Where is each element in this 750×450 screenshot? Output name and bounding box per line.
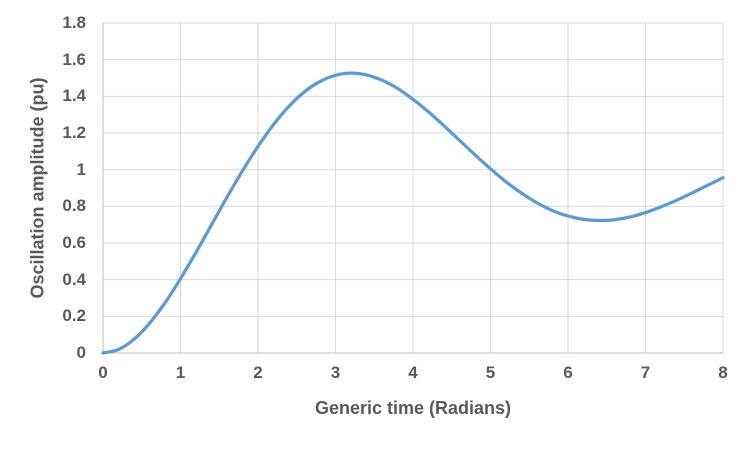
y-tick-label: 1 bbox=[76, 159, 86, 179]
series-line bbox=[101, 71, 725, 355]
y-axis-title: Oscillation amplitude (pu) bbox=[27, 77, 48, 299]
y-tick-label: 1.6 bbox=[62, 49, 86, 69]
y-tick-label: 1.2 bbox=[62, 123, 86, 142]
y-tick-label: 0.6 bbox=[62, 233, 86, 252]
y-tick-label: 0.4 bbox=[62, 269, 86, 289]
y-tick-label: 0.2 bbox=[62, 306, 86, 326]
y-tick-label: 1.4 bbox=[62, 86, 86, 106]
x-tick-label: 3 bbox=[330, 363, 341, 382]
x-tick-label: 7 bbox=[640, 363, 651, 382]
x-tick-label: 8 bbox=[718, 363, 728, 382]
x-axis-title: Generic time (Radians) bbox=[314, 398, 512, 418]
x-tick-label: 6 bbox=[563, 363, 573, 382]
y-tick-label: 0.8 bbox=[62, 196, 86, 216]
y-tick-label: 1.8 bbox=[62, 13, 86, 32]
x-tick-label: 1 bbox=[175, 363, 186, 382]
x-tick-label: 4 bbox=[408, 363, 418, 382]
x-tick-label: 2 bbox=[253, 363, 263, 382]
y-tick-label: 0 bbox=[76, 343, 86, 362]
x-tick-label: 5 bbox=[485, 363, 496, 382]
x-tick-label: 0 bbox=[98, 363, 108, 382]
